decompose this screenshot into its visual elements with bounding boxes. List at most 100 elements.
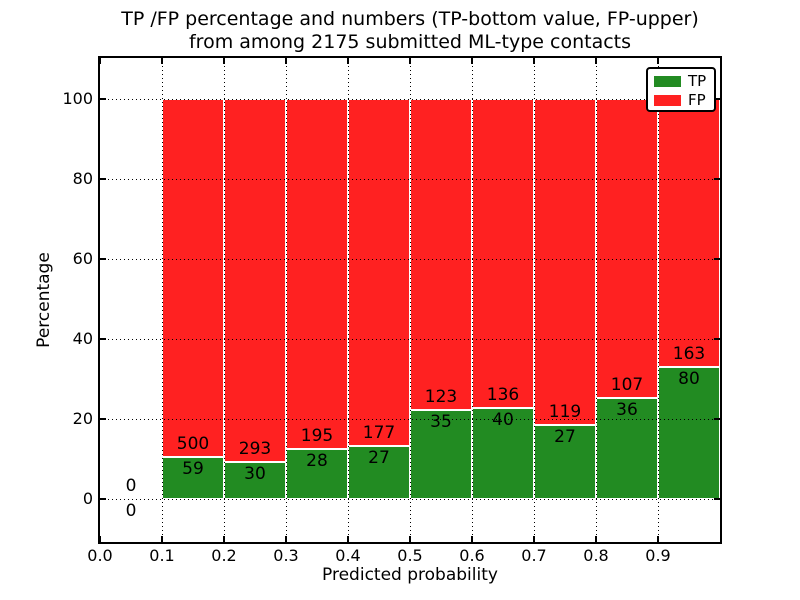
bar-segment-fp xyxy=(162,99,224,457)
bar-segment-tp xyxy=(348,446,410,499)
y-tick-label: 40 xyxy=(72,329,93,348)
bar-segment-fp xyxy=(596,99,658,399)
y-axis-label: Percentage xyxy=(34,252,54,348)
tp-count-label: 30 xyxy=(244,463,266,484)
x-tick-mark-top xyxy=(161,58,163,64)
x-tick-mark xyxy=(471,536,473,542)
x-tick-mark-top xyxy=(99,58,101,64)
x-tick-label: 0.7 xyxy=(521,546,547,565)
gridline-horizontal xyxy=(100,259,720,260)
x-tick-label: 0.2 xyxy=(211,546,237,565)
bar-segment-fp xyxy=(534,99,596,426)
chart-title-line-1: TP /FP percentage and numbers (TP-bottom… xyxy=(121,8,699,30)
gridline-vertical xyxy=(286,58,287,542)
tp-count-label: 59 xyxy=(182,458,204,479)
bar-segment-fp xyxy=(286,99,348,449)
x-tick-mark-top xyxy=(223,58,225,64)
y-tick-mark xyxy=(100,258,106,260)
bar-segment-fp xyxy=(410,99,472,411)
x-tick-mark xyxy=(285,536,287,542)
legend-entry-tp: TP xyxy=(654,72,714,90)
fp-count-label: 500 xyxy=(176,433,210,454)
bar-segment-fp xyxy=(472,99,534,409)
gridline-vertical xyxy=(224,58,225,542)
chart-title: TP /FP percentage and numbers (TP-bottom… xyxy=(100,8,720,54)
x-tick-label: 0.0 xyxy=(87,546,113,565)
x-tick-label: 0.5 xyxy=(397,546,423,565)
tp-count-label: 40 xyxy=(492,410,514,431)
y-tick-mark xyxy=(100,418,106,420)
y-tick-mark xyxy=(100,98,106,100)
gridline-vertical xyxy=(596,58,597,542)
x-tick-mark-top xyxy=(533,58,535,64)
bar-segment-tp xyxy=(410,410,472,499)
gridline-horizontal xyxy=(100,499,720,500)
fp-count-label: 163 xyxy=(672,344,706,365)
fp-count-label: 0 xyxy=(125,476,137,496)
tp-count-label: 80 xyxy=(678,369,700,390)
y-tick-mark-right xyxy=(714,498,720,500)
tp-count-label: 0 xyxy=(125,501,137,521)
x-tick-label: 0.9 xyxy=(645,546,671,565)
fp-count-label: 195 xyxy=(300,425,334,446)
x-tick-mark-top xyxy=(285,58,287,64)
gridline-horizontal xyxy=(100,99,720,100)
y-tick-mark-right xyxy=(714,258,720,260)
gridline-vertical xyxy=(534,58,535,542)
x-tick-mark-top xyxy=(595,58,597,64)
tp-count-label: 27 xyxy=(368,448,390,469)
gridline-vertical xyxy=(162,58,163,542)
x-tick-mark-top xyxy=(657,58,659,64)
gridline-horizontal xyxy=(100,339,720,340)
fp-count-label: 107 xyxy=(610,375,644,396)
x-tick-label: 0.4 xyxy=(335,546,361,565)
fp-count-label: 136 xyxy=(486,385,520,406)
bar-segment-tp xyxy=(534,425,596,499)
tp-count-label: 28 xyxy=(306,450,328,471)
bar-segment-fp xyxy=(224,99,286,462)
bar-segment-tp xyxy=(658,367,720,499)
y-tick-mark-right xyxy=(714,338,720,340)
x-tick-label: 0.3 xyxy=(273,546,299,565)
tp-count-label: 27 xyxy=(554,427,576,448)
x-tick-mark xyxy=(161,536,163,542)
y-tick-label: 0 xyxy=(82,489,93,508)
y-tick-mark-right xyxy=(714,178,720,180)
chart-title-line-2: from among 2175 submitted ML-type contac… xyxy=(188,31,632,53)
y-tick-mark xyxy=(100,498,106,500)
legend-label-tp: TP xyxy=(688,72,707,90)
x-tick-mark-top xyxy=(347,58,349,64)
gridline-horizontal xyxy=(100,179,720,180)
bar-segment-fp xyxy=(658,99,720,368)
y-tick-label: 60 xyxy=(72,249,93,268)
x-axis-label: Predicted probability xyxy=(322,565,498,585)
x-tick-mark xyxy=(657,536,659,542)
y-tick-label: 20 xyxy=(72,409,93,428)
legend-swatch-fp-icon xyxy=(654,94,681,106)
gridline-horizontal xyxy=(100,419,720,420)
gridline-vertical xyxy=(472,58,473,542)
legend-swatch-tp-icon xyxy=(654,75,681,87)
x-tick-label: 0.1 xyxy=(149,546,175,565)
x-tick-mark xyxy=(595,536,597,542)
x-tick-mark xyxy=(99,536,101,542)
gridline-vertical xyxy=(658,58,659,542)
x-tick-label: 0.8 xyxy=(583,546,609,565)
bar-segment-fp xyxy=(348,99,410,447)
x-tick-label: 0.6 xyxy=(459,546,485,565)
legend: TP FP xyxy=(646,67,716,112)
y-tick-mark-right xyxy=(714,418,720,420)
fp-count-label: 123 xyxy=(424,387,458,408)
x-tick-mark xyxy=(347,536,349,542)
tp-count-label: 36 xyxy=(616,400,638,421)
legend-entry-fp: FP xyxy=(654,91,714,109)
fp-count-label: 177 xyxy=(362,423,396,444)
bar-segment-tp xyxy=(286,448,348,499)
bar-segment-tp xyxy=(472,408,534,499)
x-tick-mark-top xyxy=(409,58,411,64)
fp-count-label: 119 xyxy=(548,402,582,423)
bar-segment-tp xyxy=(224,461,286,499)
x-tick-mark-top xyxy=(471,58,473,64)
legend-label-fp: FP xyxy=(688,91,706,109)
x-tick-mark xyxy=(223,536,225,542)
